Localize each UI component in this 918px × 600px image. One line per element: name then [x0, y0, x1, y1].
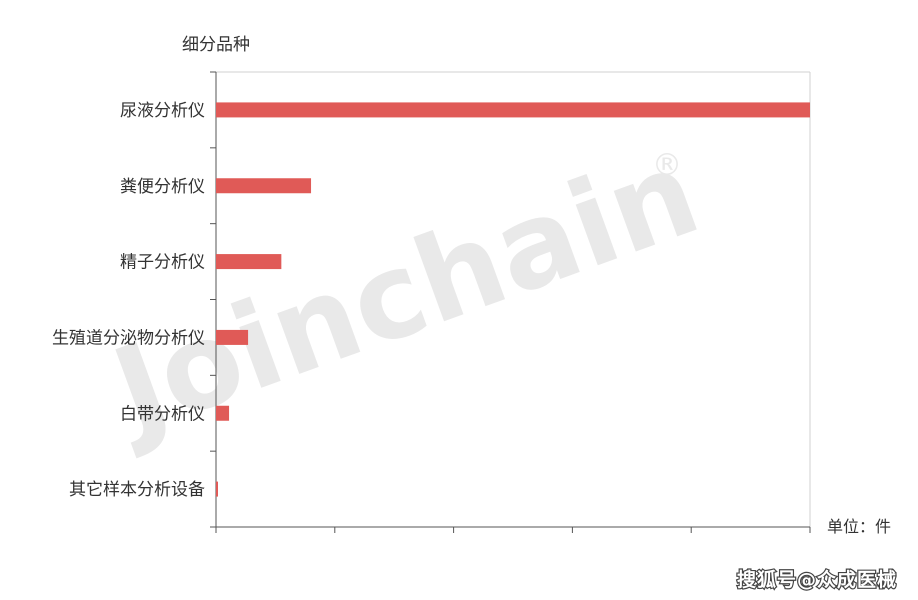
bars [216, 102, 810, 497]
category-label: 粪便分析仪 [120, 177, 205, 197]
category-label: 其它样本分析设备 [69, 480, 205, 500]
bar [216, 102, 810, 118]
category-label: 生殖道分泌物分析仪 [52, 328, 205, 348]
category-label: 精子分析仪 [120, 253, 205, 273]
source-credit: 搜狐号@众成医械 [737, 568, 897, 591]
bar [216, 329, 249, 345]
y-axis-title: 细分品种 [182, 35, 250, 55]
y-axis-ticks [210, 71, 216, 528]
bar [216, 481, 218, 497]
category-label: 白带分析仪 [120, 404, 205, 424]
bar [216, 178, 312, 194]
x-axis-ticks [215, 527, 811, 533]
bar [216, 405, 230, 421]
x-axis-unit-label: 单位：件 [827, 517, 891, 536]
bar [216, 254, 282, 270]
category-label: 尿液分析仪 [120, 101, 205, 121]
registered-mark: ® [652, 148, 682, 183]
